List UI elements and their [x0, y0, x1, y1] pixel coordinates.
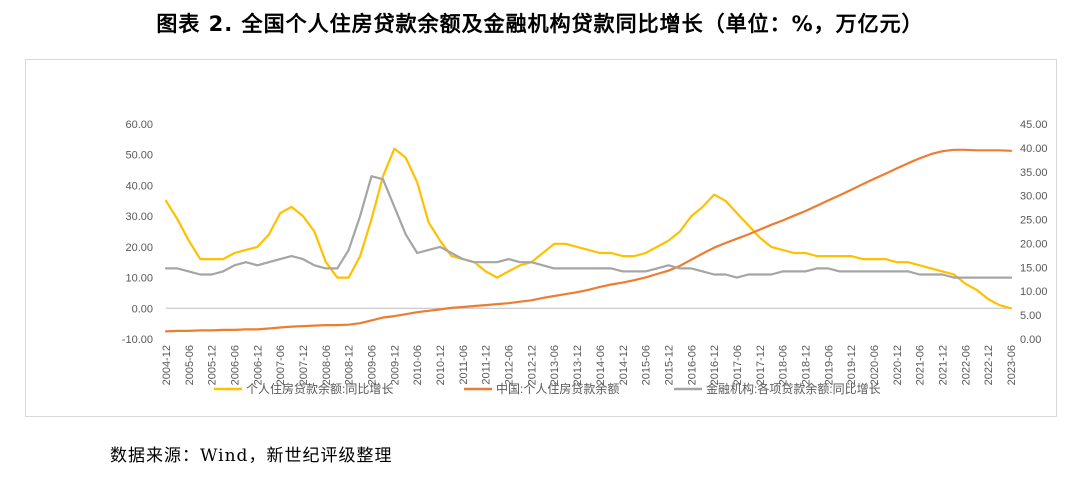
- y-right-tick-label: 35.00: [1020, 167, 1048, 179]
- series-line-2: [164, 148, 1013, 333]
- x-tick-label: 2012-12: [526, 345, 538, 385]
- x-tick-label: 2015-12: [663, 345, 675, 385]
- y-left-tick-label: 60.00: [125, 119, 153, 131]
- legend-label-3: 金融机构:各项贷款余额:同比增长: [706, 381, 881, 396]
- legend-label-2: 中国:个人住房贷款余额: [496, 381, 619, 396]
- x-tick-label: 2008-12: [344, 345, 356, 385]
- series-line-1: [164, 147, 1013, 310]
- x-tick-label: 2022-06: [960, 345, 972, 385]
- y-left-tick-label: 50.00: [125, 150, 153, 162]
- x-tick-label: 2013-12: [572, 345, 584, 385]
- y-right-tick-label: 25.00: [1020, 215, 1048, 227]
- x-tick-label: 2009-12: [389, 345, 401, 385]
- y-right-tick-label: 5.00: [1020, 310, 1041, 322]
- x-tick-label: 2007-12: [298, 345, 310, 385]
- y-right-tick-label: 45.00: [1020, 119, 1048, 131]
- x-tick-label: 2009-06: [367, 345, 379, 385]
- x-tick-label: 2014-06: [595, 345, 607, 385]
- x-tick-label: 2015-06: [641, 345, 653, 385]
- line-chart: -10.00 0.00 10.00 20.00 30.00 40.00 50.00 60.00…: [122, 119, 1048, 396]
- x-tick-label: 2020-06: [869, 345, 881, 385]
- x-tick-label: 2012-06: [504, 345, 516, 385]
- x-tick-label: 2006-12: [252, 345, 264, 385]
- x-tick-label: 2010-12: [435, 345, 447, 385]
- legend-label-1: 个人住房贷款余额:同比增长: [246, 381, 393, 396]
- x-tick-label: 2021-06: [915, 345, 927, 385]
- y-right-tick-label: 0.00: [1020, 334, 1041, 346]
- y-left-tick-label: 0.00: [132, 303, 153, 315]
- y-right-tick-label: 40.00: [1020, 143, 1048, 155]
- x-tick-label: 2017-12: [755, 345, 767, 385]
- y-right-tick-label: 30.00: [1020, 191, 1048, 203]
- y-left-tick-label: -10.00: [122, 334, 153, 346]
- x-tick-label: 2010-06: [412, 345, 424, 385]
- x-tick-label: 2007-06: [275, 345, 287, 385]
- y-right-tick-label: 15.00: [1020, 262, 1048, 274]
- x-tick-label: 2011-12: [481, 345, 493, 385]
- x-tick-label: 2022-12: [983, 345, 995, 385]
- x-tick-label: 2013-06: [549, 345, 561, 385]
- x-tick-label: 2021-12: [937, 345, 949, 385]
- x-tick-label: 2014-12: [618, 345, 630, 385]
- x-tick-label: 2023-06: [1006, 345, 1018, 385]
- y-left-tick-label: 20.00: [125, 242, 153, 254]
- x-tick-label: 2005-12: [207, 345, 219, 385]
- x-tick-label: 2016-12: [709, 345, 721, 385]
- y-left-tick-label: 40.00: [125, 180, 153, 192]
- x-tick-label: 2017-06: [732, 345, 744, 385]
- x-tick-label: 2019-12: [846, 345, 858, 385]
- source-note: 数据来源：Wind，新世纪评级整理: [110, 446, 393, 466]
- x-tick-label: 2020-12: [892, 345, 904, 385]
- figure-title: 图表 2. 全国个人住房贷款余额及金融机构贷款同比增长（单位：%，万亿元）: [156, 12, 924, 36]
- y-right-tick-label: 20.00: [1020, 238, 1048, 250]
- x-tick-label: 2016-06: [686, 345, 698, 385]
- y-right-tick-label: 10.00: [1020, 286, 1048, 298]
- x-tick-label: 2004-12: [161, 345, 173, 385]
- y-left-tick-label: 30.00: [125, 211, 153, 223]
- x-tick-label: 2008-06: [321, 345, 333, 385]
- chart-frame: -10.00 0.00 10.00 20.00 30.00 40.00 50.00 60.00…: [25, 59, 1057, 417]
- y-left-tick-label: 10.00: [125, 273, 153, 285]
- x-tick-label: 2006-06: [230, 345, 242, 385]
- x-tick-label: 2018-12: [800, 345, 812, 385]
- x-tick-label: 2011-06: [458, 345, 470, 385]
- x-tick-label: 2019-06: [823, 345, 835, 385]
- x-tick-label: 2018-06: [778, 345, 790, 385]
- x-tick-label: 2005-06: [184, 345, 196, 385]
- series-line-3: [164, 175, 1013, 279]
